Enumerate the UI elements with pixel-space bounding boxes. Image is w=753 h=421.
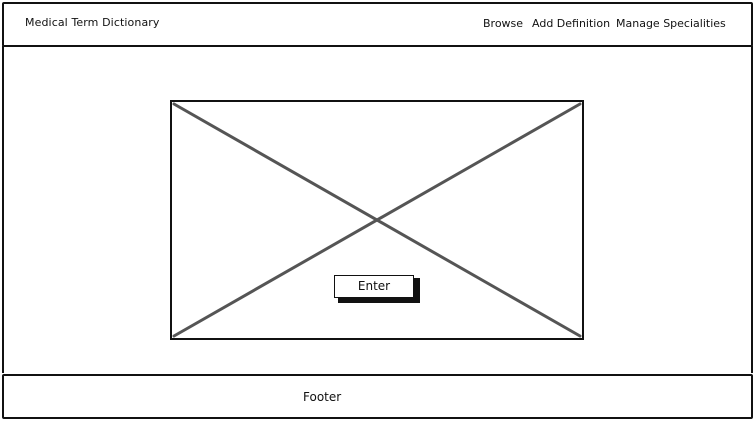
site-title: Medical Term Dictionary xyxy=(25,16,160,29)
site-footer: Footer xyxy=(2,374,753,419)
site-header: Medical Term Dictionary Browse Add Defin… xyxy=(2,2,753,47)
hero-image-placeholder xyxy=(170,100,584,340)
nav-browse-link[interactable]: Browse xyxy=(483,17,524,30)
enter-button[interactable]: Enter xyxy=(334,275,414,298)
nav-manage-specialities-link[interactable]: Manage Specialities xyxy=(616,17,726,30)
nav-add-definition-link[interactable]: Add Definition xyxy=(532,17,611,30)
image-placeholder-icon xyxy=(172,102,582,338)
footer-text: Footer xyxy=(303,390,342,404)
main-content xyxy=(2,46,753,373)
